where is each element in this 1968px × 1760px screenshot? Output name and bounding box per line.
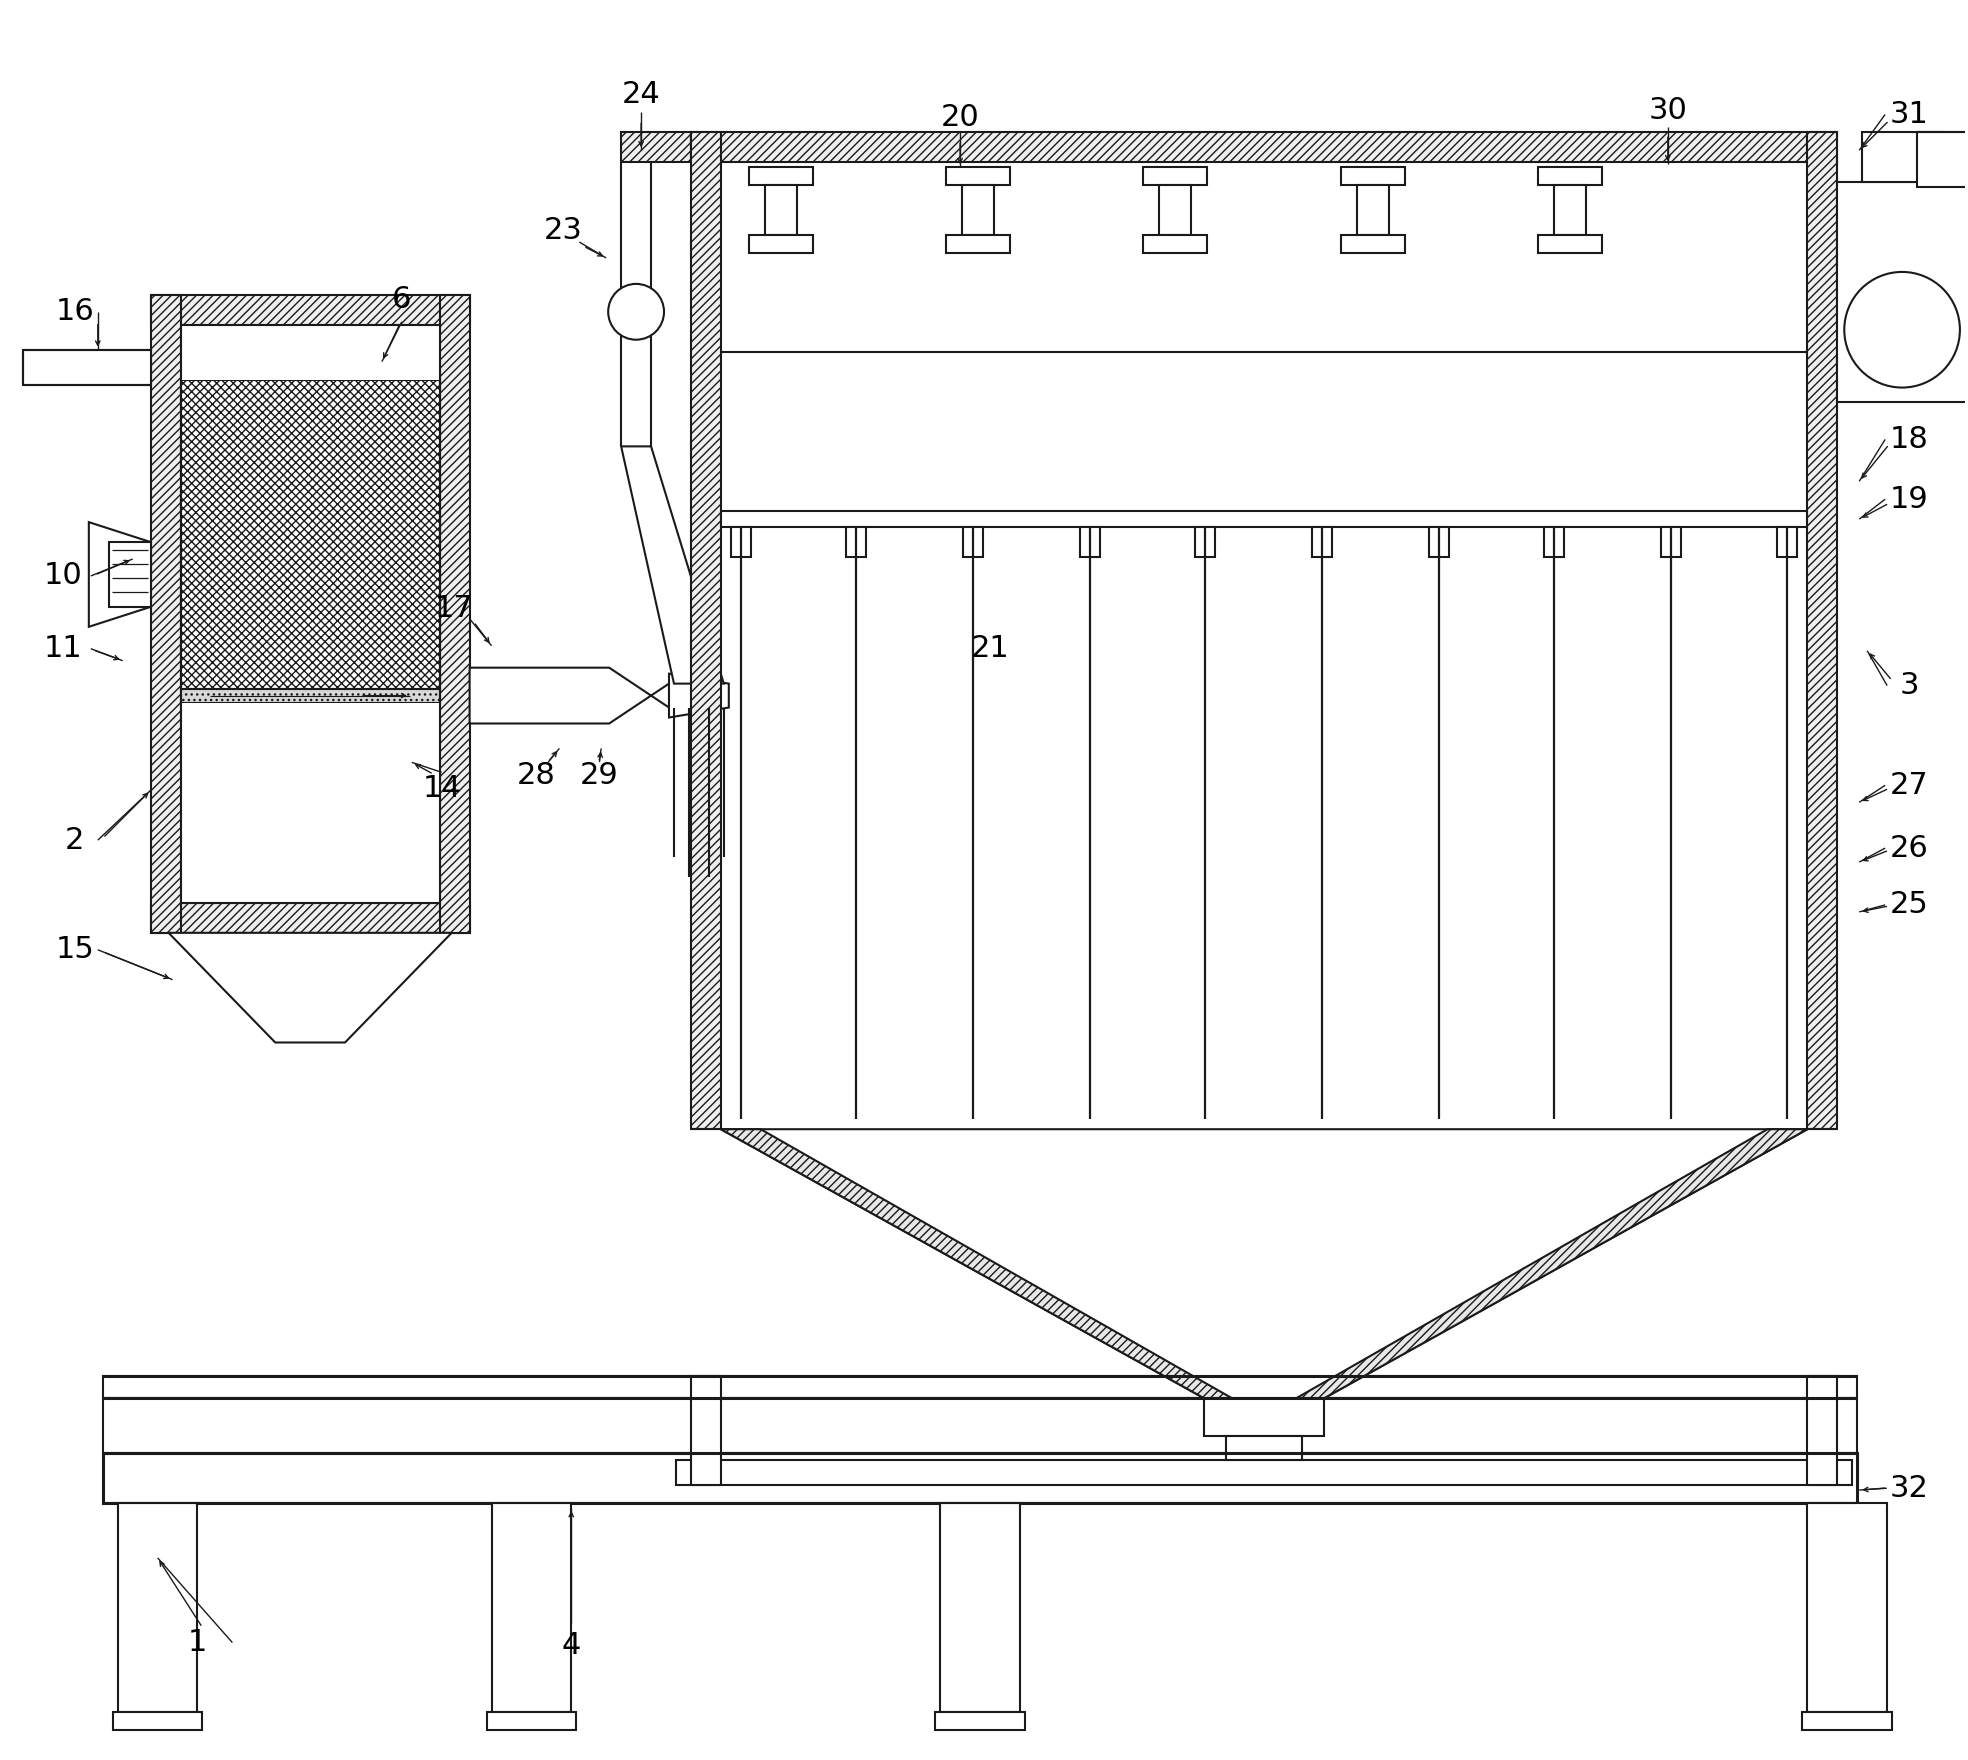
Bar (181, 326, 439, 380)
Text: 24: 24 (622, 79, 661, 109)
Text: 14: 14 (423, 774, 461, 803)
Text: 17: 17 (435, 595, 472, 623)
Bar (1539, 167, 1602, 185)
Bar (24, 350, 152, 385)
Bar (748, 236, 813, 253)
Text: 18: 18 (1889, 424, 1929, 454)
Bar (486, 1712, 577, 1730)
Text: 29: 29 (581, 760, 618, 790)
Bar (622, 132, 691, 162)
Bar (947, 167, 1010, 185)
Bar (1545, 526, 1565, 556)
Bar (766, 185, 797, 236)
Bar (846, 526, 866, 556)
Bar (947, 236, 1010, 253)
Bar (675, 1461, 1852, 1485)
Bar (1807, 1376, 1838, 1485)
Polygon shape (691, 132, 1838, 162)
Polygon shape (152, 903, 470, 933)
Bar (1803, 1712, 1891, 1730)
Bar (1917, 132, 1966, 187)
Polygon shape (720, 1130, 1807, 1399)
Text: 32: 32 (1889, 1473, 1929, 1503)
Polygon shape (669, 674, 728, 718)
Bar (118, 1503, 197, 1712)
Bar (102, 1376, 1858, 1399)
Polygon shape (181, 688, 439, 702)
Bar (1340, 167, 1405, 185)
Text: 25: 25 (1889, 891, 1929, 919)
Bar (1226, 1436, 1303, 1461)
Text: 31: 31 (1889, 100, 1929, 128)
Polygon shape (720, 1130, 1232, 1399)
Bar (1143, 167, 1206, 185)
Text: 1: 1 (187, 1628, 207, 1658)
Polygon shape (1297, 1130, 1807, 1399)
Polygon shape (470, 667, 669, 723)
Text: 10: 10 (43, 561, 83, 590)
Polygon shape (169, 933, 453, 1042)
Text: 27: 27 (1889, 771, 1929, 799)
Text: 21: 21 (970, 634, 1010, 664)
Text: 11: 11 (43, 634, 83, 664)
Text: 2: 2 (65, 825, 85, 855)
Polygon shape (691, 132, 720, 1130)
Bar (1195, 526, 1216, 556)
Text: 30: 30 (1649, 97, 1687, 125)
Bar (1862, 132, 1942, 183)
Polygon shape (622, 447, 724, 683)
Polygon shape (152, 296, 470, 326)
Text: 26: 26 (1889, 834, 1929, 862)
Bar (102, 1454, 1858, 1503)
Bar (1143, 236, 1206, 253)
Bar (748, 167, 813, 185)
Bar (730, 526, 750, 556)
Polygon shape (152, 296, 181, 933)
Bar (1539, 236, 1602, 253)
Bar (935, 1712, 1025, 1730)
Bar (1340, 236, 1405, 253)
Bar (1777, 526, 1797, 556)
Bar (1838, 183, 1966, 401)
Bar (1080, 526, 1100, 556)
Text: 4: 4 (561, 1632, 581, 1660)
Text: 15: 15 (55, 935, 94, 964)
Polygon shape (89, 523, 152, 627)
Bar (108, 542, 152, 607)
Text: 6: 6 (392, 285, 411, 315)
Circle shape (1844, 273, 1960, 387)
Bar (102, 1399, 1858, 1454)
Text: 20: 20 (941, 102, 980, 132)
Bar (1159, 185, 1191, 236)
Circle shape (608, 283, 663, 340)
Bar (181, 702, 439, 903)
Polygon shape (1807, 132, 1838, 1130)
Bar (1807, 1503, 1887, 1712)
Bar (1555, 185, 1586, 236)
Bar (1204, 1399, 1324, 1436)
Bar (181, 380, 439, 688)
Text: 3: 3 (1899, 671, 1919, 700)
Polygon shape (439, 296, 470, 933)
Bar (962, 185, 994, 236)
Bar (1356, 185, 1389, 236)
Text: 16: 16 (55, 297, 94, 326)
Bar (720, 510, 1807, 526)
Text: 23: 23 (543, 215, 583, 245)
Bar (112, 1712, 203, 1730)
Bar (1429, 526, 1448, 556)
Bar (1661, 526, 1681, 556)
Bar (691, 1376, 720, 1485)
Bar (962, 526, 982, 556)
Text: 19: 19 (1889, 484, 1929, 514)
Text: 28: 28 (518, 760, 555, 790)
Bar (941, 1503, 1019, 1712)
Bar (1313, 526, 1332, 556)
Bar (492, 1503, 571, 1712)
Bar (181, 326, 439, 903)
